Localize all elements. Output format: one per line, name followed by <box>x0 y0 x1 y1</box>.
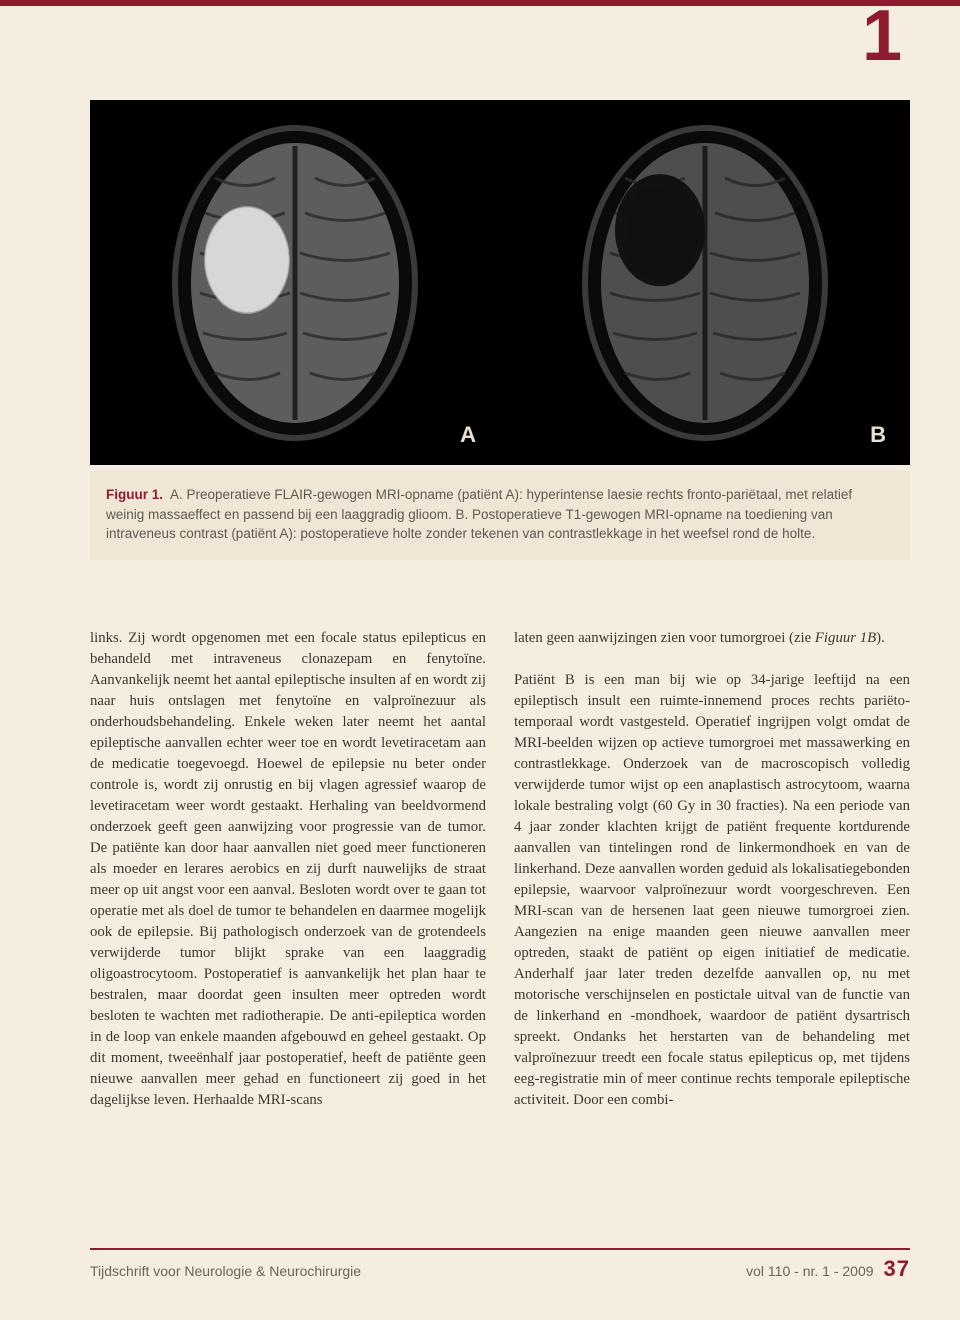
journal-title: Tijdschrift voor Neurologie & Neurochiru… <box>90 1263 361 1279</box>
col1-text: links. Zij wordt opgenomen met een focal… <box>90 630 486 1108</box>
page-number: 37 <box>884 1256 910 1282</box>
footer-right: vol 110 - nr. 1 - 2009 37 <box>746 1256 910 1282</box>
col2-lead2: ). <box>876 630 885 646</box>
section-number: 1 <box>862 0 900 72</box>
panel-label-b: B <box>870 422 886 448</box>
caption-text: A. Preoperatieve FLAIR-gewogen MRI-opnam… <box>106 487 852 541</box>
figure-1: A <box>90 100 910 560</box>
mri-panel-a: A <box>100 112 490 454</box>
issue-info: vol 110 - nr. 1 - 2009 <box>746 1263 873 1279</box>
column-1: links. Zij wordt opgenomen met een focal… <box>90 628 486 1111</box>
brain-scan-b-icon <box>555 118 855 448</box>
caption-title: Figuur 1. <box>106 487 163 502</box>
figure-panel-row: A <box>90 100 910 465</box>
figure-caption: Figuur 1. A. Preoperatieve FLAIR-gewogen… <box>90 471 910 560</box>
col2-figure-ref: Figuur 1B <box>815 630 876 646</box>
top-accent-bar <box>0 0 960 6</box>
mri-panel-b: B <box>510 112 900 454</box>
col2-lead: laten geen aanwijzingen zien voor tumorg… <box>514 630 815 646</box>
body-columns: links. Zij wordt opgenomen met een focal… <box>90 628 910 1111</box>
column-2: laten geen aanwijzingen zien voor tumorg… <box>514 628 910 1111</box>
footer-bar: Tijdschrift voor Neurologie & Neurochiru… <box>90 1248 910 1282</box>
brain-scan-a-icon <box>145 118 445 448</box>
col2-rest: Patiënt B is een man bij wie op 34-jarig… <box>514 672 910 1108</box>
panel-label-a: A <box>460 422 476 448</box>
page: 1 <box>0 0 960 1320</box>
